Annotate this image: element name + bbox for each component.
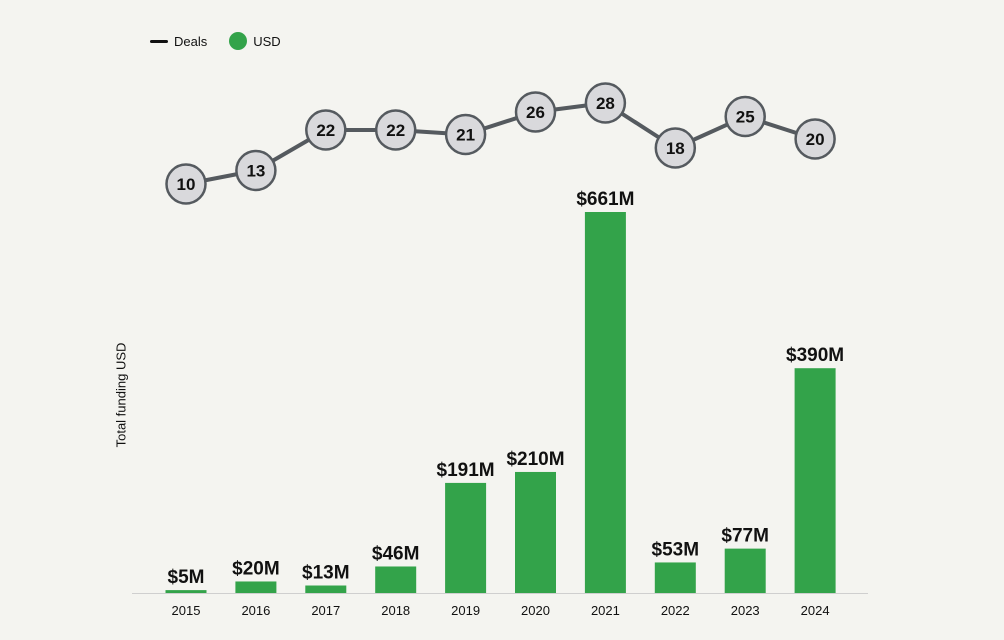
x-tick-label: 2020 — [521, 603, 550, 618]
legend-label-deals: Deals — [174, 33, 208, 49]
bar-value-label: $46M — [372, 543, 420, 564]
bar-value-label: $210M — [506, 449, 564, 470]
deals-value-label: 22 — [316, 121, 335, 140]
bar-value-label: $661M — [576, 189, 634, 210]
deals-point — [584, 82, 627, 124]
bar-value-label: $13M — [302, 563, 350, 584]
deals-point — [724, 95, 766, 138]
deals-value-label: 18 — [666, 139, 685, 158]
deals-point — [654, 127, 697, 169]
legend-item-usd: USD — [229, 32, 281, 50]
deals-value-label: 13 — [246, 162, 265, 181]
deals-value-label: 25 — [736, 108, 755, 127]
legend-item-deals: Deals — [150, 34, 207, 49]
bar-value-label: $53M — [652, 539, 700, 560]
deals-point — [794, 118, 836, 160]
bar — [375, 566, 417, 593]
bar-value-label: $390M — [786, 345, 844, 366]
deals-value-label: 20 — [806, 130, 825, 149]
deals-point — [305, 109, 347, 151]
x-tick-label: 2023 — [731, 603, 760, 618]
legend: Deals USD — [150, 32, 303, 50]
bar — [584, 212, 626, 593]
deals-value-label: 21 — [456, 126, 475, 145]
x-tick-label: 2015 — [172, 603, 201, 618]
bar-value-label: $20M — [232, 558, 280, 579]
x-tick-label: 2024 — [801, 603, 830, 618]
legend-dot-swatch — [229, 32, 248, 50]
x-tick-label: 2019 — [451, 603, 480, 618]
bar-value-label: $191M — [437, 460, 495, 481]
deals-point — [235, 149, 277, 192]
deals-point — [444, 113, 487, 156]
bar — [445, 482, 487, 593]
x-tick-label: 2022 — [661, 603, 690, 618]
bar — [654, 562, 696, 593]
deals-line — [185, 101, 816, 186]
bar — [305, 585, 347, 593]
deals-value-label: 22 — [386, 121, 405, 140]
bar — [724, 548, 766, 593]
deals-point — [514, 91, 557, 133]
bar-value-label: $5M — [168, 567, 205, 588]
deals-value-label: 26 — [526, 103, 545, 122]
legend-label-usd: USD — [253, 33, 281, 49]
legend-line-swatch — [150, 39, 168, 43]
bar-value-label: $77M — [721, 526, 769, 547]
x-tick-label: 2017 — [311, 603, 340, 618]
bar — [235, 581, 277, 593]
x-tick-label: 2016 — [241, 603, 270, 618]
bar — [794, 368, 836, 593]
deals-point — [165, 163, 207, 205]
deals-value-label: 28 — [596, 94, 615, 113]
deals-value-label: 10 — [177, 175, 196, 194]
x-tick-label: 2018 — [381, 603, 410, 618]
x-tick-label: 2021 — [591, 603, 620, 618]
bar — [515, 471, 556, 593]
bar — [165, 590, 207, 593]
deals-point — [374, 109, 417, 151]
